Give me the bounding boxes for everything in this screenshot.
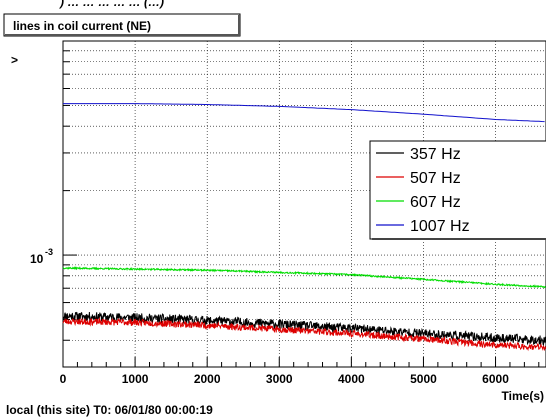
x-tick-label: 5000	[410, 372, 437, 386]
legend-label: 357 Hz	[410, 146, 461, 163]
legend-label: 607 Hz	[410, 194, 461, 211]
footer-text: local (this site) T0: 06/01/80 00:00:19	[6, 403, 213, 417]
series-line-507-hz	[62, 317, 546, 352]
x-tick-label: 4000	[338, 372, 365, 386]
series-line-1007-hz	[63, 103, 545, 123]
chart-title: lines in coil current (NE)	[13, 19, 151, 33]
y-tick-base: 10	[30, 252, 44, 266]
series-line-357-hz	[62, 311, 546, 346]
x-tick-label: 3000	[266, 372, 293, 386]
legend: 357 Hz 507 Hz 607 Hz 1007 Hz	[369, 140, 546, 240]
plot-frame	[62, 40, 546, 368]
y-tick-label-1e-3: 10 -3	[30, 247, 53, 266]
x-tick-label: 0	[60, 372, 67, 386]
x-axis-label: Time(s)	[502, 389, 544, 403]
x-tick-label: 1000	[122, 372, 149, 386]
legend-label: 1007 Hz	[410, 218, 470, 235]
x-tick-label: 2000	[194, 372, 221, 386]
y-axis-label: >	[11, 53, 18, 67]
x-tick-label: 6000	[482, 372, 509, 386]
series-layer	[62, 103, 546, 352]
axis-ticks	[62, 40, 540, 368]
header-fragment: ) … … … … … (…)	[58, 0, 164, 9]
x-tick-labels: 0 1000 2000 3000 4000 5000 6000	[60, 372, 510, 386]
chart-title-box: lines in coil current (NE)	[3, 13, 241, 37]
y-tick-exponent: -3	[45, 247, 53, 257]
series-line-607-hz	[62, 266, 546, 289]
legend-label: 507 Hz	[410, 170, 461, 187]
